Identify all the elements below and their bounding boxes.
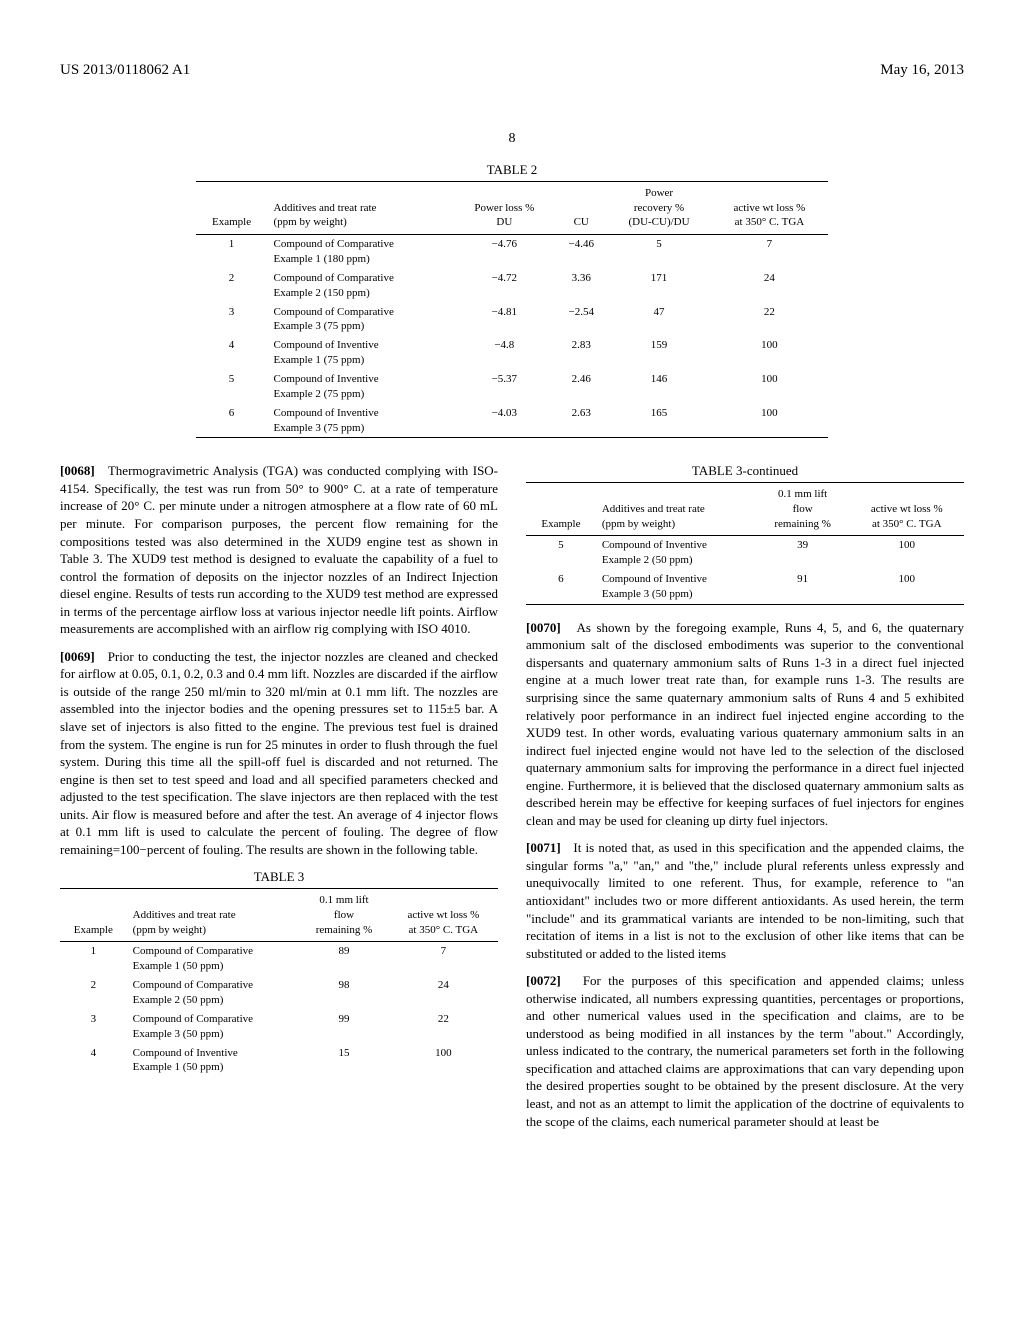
- para-68: [0068] Thermogravimetric Analysis (TGA) …: [60, 462, 498, 637]
- table3-right: Example Additives and treat rate(ppm by …: [526, 482, 964, 605]
- th-recovery: Powerrecovery %(DU-CU)/DU: [608, 182, 711, 235]
- para-num: [0068]: [60, 463, 95, 478]
- para-text: As shown by the foregoing example, Runs …: [526, 620, 964, 828]
- table3-left: Example Additives and treat rate(ppm by …: [60, 888, 498, 1077]
- table-row: 5Compound of InventiveExample 2 (50 ppm)…: [526, 536, 964, 570]
- th-du: Power loss %DU: [454, 182, 555, 235]
- para-69: [0069] Prior to conducting the test, the…: [60, 648, 498, 859]
- left-column: [0068] Thermogravimetric Analysis (TGA) …: [60, 462, 498, 1140]
- table2-label: TABLE 2: [60, 161, 964, 179]
- para-text: It is noted that, as used in this specif…: [526, 840, 964, 960]
- page-header: US 2013/0118062 A1 May 16, 2013: [60, 60, 964, 80]
- doc-number: US 2013/0118062 A1: [60, 60, 190, 80]
- table-row: 2Compound of ComparativeExample 2 (150 p…: [196, 269, 829, 303]
- table-row: 6Compound of InventiveExample 3 (50 ppm)…: [526, 570, 964, 604]
- table-row: 5Compound of InventiveExample 2 (75 ppm)…: [196, 370, 829, 404]
- th-example: Example: [196, 182, 268, 235]
- th-flow: 0.1 mm liftflowremaining %: [756, 483, 850, 536]
- para-num: [0071]: [526, 840, 561, 855]
- para-72: [0072] For the purposes of this specific…: [526, 972, 964, 1130]
- para-num: [0069]: [60, 649, 95, 664]
- table3-cont-label: TABLE 3-continued: [526, 462, 964, 480]
- table-row: 1Compound of ComparativeExample 1 (50 pp…: [60, 942, 498, 976]
- para-71: [0071] It is noted that, as used in this…: [526, 839, 964, 962]
- th-additives: Additives and treat rate(ppm by weight): [127, 889, 300, 942]
- th-cu: CU: [555, 182, 608, 235]
- table-row: 2Compound of ComparativeExample 2 (50 pp…: [60, 976, 498, 1010]
- table-row: 4Compound of InventiveExample 1 (75 ppm)…: [196, 336, 829, 370]
- th-flow: 0.1 mm liftflowremaining %: [299, 889, 388, 942]
- table-row: 3Compound of ComparativeExample 3 (75 pp…: [196, 303, 829, 337]
- para-text: For the purposes of this specification a…: [526, 973, 964, 1128]
- para-num: [0072]: [526, 973, 561, 988]
- th-wt: active wt loss %at 350° C. TGA: [849, 483, 964, 536]
- table-row: 3Compound of ComparativeExample 3 (50 pp…: [60, 1010, 498, 1044]
- table3-label: TABLE 3: [60, 868, 498, 886]
- th-wt: active wt loss %at 350° C. TGA: [710, 182, 828, 235]
- table2: Example Additives and treat rate(ppm by …: [196, 181, 829, 439]
- th-example: Example: [526, 483, 596, 536]
- table-row: 1Compound of ComparativeExample 1 (180 p…: [196, 235, 829, 269]
- right-column: TABLE 3-continued Example Additives and …: [526, 462, 964, 1140]
- para-70: [0070] As shown by the foregoing example…: [526, 619, 964, 830]
- para-text: Prior to conducting the test, the inject…: [60, 649, 498, 857]
- page-number: 8: [60, 130, 964, 149]
- th-additives: Additives and treat rate(ppm by weight): [596, 483, 756, 536]
- para-text: Thermogravimetric Analysis (TGA) was con…: [60, 463, 498, 636]
- table-row: 6Compound of InventiveExample 3 (75 ppm)…: [196, 404, 829, 438]
- para-num: [0070]: [526, 620, 561, 635]
- th-wt: active wt loss %at 350° C. TGA: [389, 889, 498, 942]
- th-additives: Additives and treat rate(ppm by weight): [268, 182, 454, 235]
- th-example: Example: [60, 889, 127, 942]
- doc-date: May 16, 2013: [880, 60, 964, 80]
- table-row: 4Compound of InventiveExample 1 (50 ppm)…: [60, 1044, 498, 1078]
